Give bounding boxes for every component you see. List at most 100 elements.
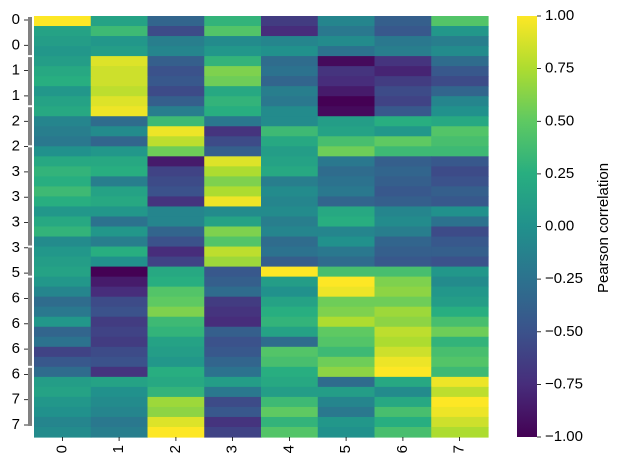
heatmap-cell (90, 106, 149, 117)
row-tick-label: 2 (12, 138, 20, 155)
heatmap-cell (90, 116, 149, 127)
heatmap-cell (34, 326, 92, 338)
heatmap-cell (90, 36, 149, 47)
heatmap-cell (34, 416, 92, 428)
heatmap-cell (317, 276, 376, 288)
heatmap-cell (90, 176, 149, 187)
heatmap-cell (34, 406, 92, 418)
row-tick-label: 0 (12, 36, 20, 53)
heatmap-cell (147, 196, 205, 208)
heatmap-cell (261, 66, 319, 77)
heatmap-cell (374, 236, 432, 248)
colorbar-tick-label: −1.00 (545, 428, 583, 445)
heatmap-cell (317, 386, 376, 398)
heatmap-cell (34, 226, 92, 238)
heatmap-cell (261, 176, 319, 187)
heatmap-cell (317, 76, 376, 87)
heatmap-cell (261, 356, 319, 368)
heatmap-cell (34, 286, 92, 298)
colorbar-ticks: 1.00 0.75 0.50 0.25 0.00 −0.25 −0.50 −0.75 −1.00 (537, 7, 583, 445)
heatmap-cell (317, 166, 376, 177)
heatmap-cell (147, 36, 205, 47)
heatmap-cell (431, 426, 489, 438)
heatmap-cell (431, 166, 489, 177)
heatmap-cell (261, 276, 319, 288)
heatmap-cell (261, 296, 319, 308)
colorbar-tick-label: 0.25 (545, 165, 574, 182)
heatmap-cell (317, 366, 376, 378)
heatmap-cell (147, 406, 205, 418)
column-labels: 0 1 2 3 4 5 6 7 (53, 437, 468, 453)
heatmap-cell (261, 416, 319, 428)
heatmap-cell (147, 316, 205, 328)
heatmap-cell (431, 126, 489, 137)
heatmap-cell (34, 186, 92, 198)
heatmap-cell (261, 306, 319, 318)
heatmap-cell (34, 126, 92, 137)
heatmap-cell (147, 146, 205, 157)
heatmap-cell (34, 146, 92, 157)
heatmap-cell (204, 426, 262, 438)
heatmap-cell (204, 86, 262, 97)
row-group-bar (28, 17, 32, 56)
row-group-bars (28, 17, 32, 426)
heatmap-cell (261, 286, 319, 298)
heatmap-cell (34, 356, 92, 368)
heatmap-cell (34, 176, 92, 187)
heatmap-cell (204, 316, 262, 328)
heatmap-cell (431, 326, 489, 338)
heatmap-cell (431, 146, 489, 157)
heatmap-cell (261, 136, 319, 147)
heatmap-cell (147, 116, 205, 127)
heatmap-cell (147, 106, 205, 117)
heatmap-cell (374, 416, 432, 428)
heatmap-cell (147, 96, 205, 107)
heatmap-cell (204, 66, 262, 77)
heatmap-cell (374, 276, 432, 288)
heatmap-cell (204, 356, 262, 368)
heatmap-cell (34, 76, 92, 87)
heatmap-cell (431, 376, 489, 388)
heatmap-cell (90, 196, 149, 208)
heatmap-cell (317, 266, 376, 278)
heatmap-cell (431, 156, 489, 167)
heatmap-cell (431, 66, 489, 77)
heatmap-cell (374, 126, 432, 137)
heatmap-cell (147, 356, 205, 368)
heatmap-cell (317, 346, 376, 358)
heatmap-cell (431, 116, 489, 127)
heatmap-cell (431, 96, 489, 107)
heatmap-cell (374, 316, 432, 328)
row-tick-label: 1 (12, 87, 20, 104)
heatmap-cell (374, 286, 432, 298)
heatmap-cell (317, 326, 376, 338)
row-tick-label: 3 (12, 239, 20, 256)
heatmap-cell (204, 306, 262, 318)
heatmap-cell (317, 376, 376, 388)
heatmap-cell (90, 356, 149, 368)
heatmap-cell (374, 176, 432, 187)
heatmap-cell (204, 196, 262, 208)
heatmap-cell (90, 186, 149, 198)
heatmap-cell (431, 396, 489, 408)
heatmap-cell (431, 266, 489, 278)
heatmap-cell (317, 86, 376, 97)
heatmap-cell (90, 16, 149, 27)
row-group-bar (28, 57, 32, 106)
heatmap-cell (374, 146, 432, 157)
heatmap-cell (204, 146, 262, 157)
heatmap-cell (374, 216, 432, 228)
heatmap-cell (431, 176, 489, 187)
heatmap-cell (374, 226, 432, 238)
heatmap-cell (374, 186, 432, 198)
heatmap-cell (204, 266, 262, 278)
heatmap-cell (374, 376, 432, 388)
heatmap-cell (90, 296, 149, 308)
heatmap-cell (204, 406, 262, 418)
heatmap-cell (317, 186, 376, 198)
heatmap-cell (431, 256, 489, 268)
heatmap-cell (204, 236, 262, 248)
heatmap-cell (147, 26, 205, 37)
heatmap-cell (34, 256, 92, 268)
heatmap-cell (204, 136, 262, 147)
